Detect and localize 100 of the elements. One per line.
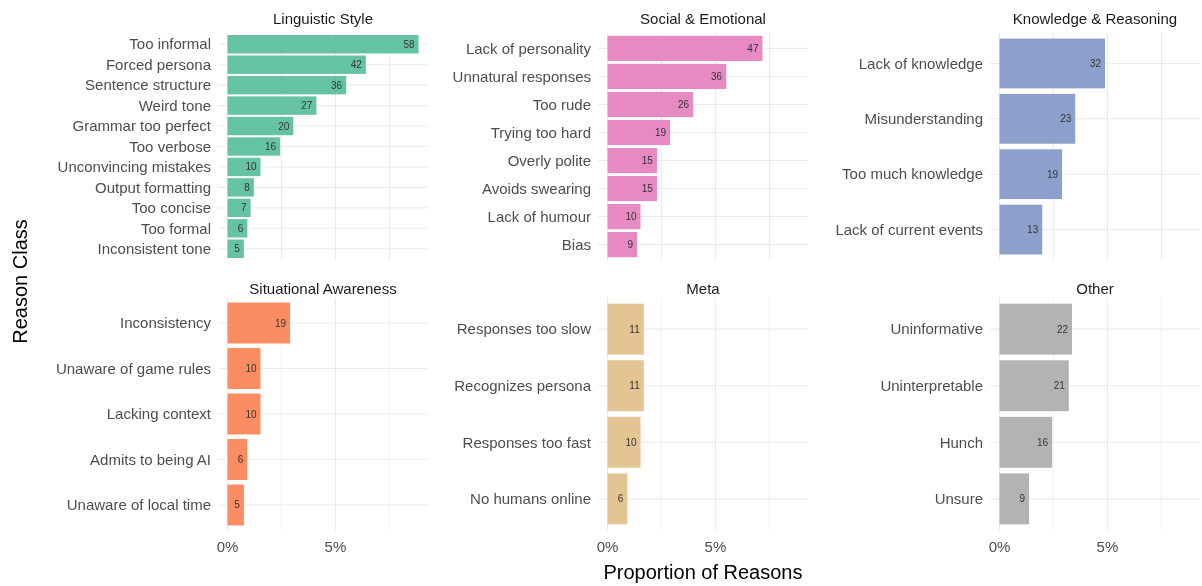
x-tick-label: 0% <box>988 538 1011 555</box>
y-axis-title: Reason Class <box>9 219 31 344</box>
x-tick-label: 0% <box>596 538 619 555</box>
bar <box>227 198 251 218</box>
annotation: 5 <box>234 499 241 511</box>
bar <box>607 35 763 62</box>
bar <box>227 239 244 258</box>
y-tick-label: Hunch <box>939 433 983 451</box>
annotation: 26 <box>678 98 690 110</box>
chart-title: Linguistic Style <box>272 10 374 27</box>
bar <box>999 416 1053 468</box>
y-tick-label: Uninterpretable <box>880 376 983 394</box>
annotation: 22 <box>1056 323 1069 335</box>
bar <box>227 219 248 238</box>
bar <box>227 178 254 197</box>
x-tick-label: 5% <box>324 538 347 555</box>
bar <box>227 35 419 54</box>
bar <box>227 393 261 435</box>
annotation: 20 <box>278 120 290 132</box>
bar <box>227 348 261 389</box>
y-tick-label: Grammar too perfect <box>72 117 212 135</box>
bar <box>999 473 1030 525</box>
annotation: 10 <box>245 363 257 375</box>
bar <box>607 360 644 412</box>
bar <box>227 96 317 115</box>
bar <box>607 63 727 90</box>
bar <box>607 91 694 118</box>
bar <box>227 484 244 526</box>
annotation: 42 <box>350 59 363 71</box>
bar <box>227 157 261 177</box>
bar <box>607 203 641 230</box>
y-tick-label: Bias <box>561 235 591 253</box>
annotation: 36 <box>331 79 343 91</box>
y-tick-label: Unconvincing mistakes <box>57 158 211 176</box>
chart-title: Meta <box>686 280 721 297</box>
y-tick-label: Too verbose <box>129 137 211 155</box>
chart-title: Knowledge & Reasoning <box>1012 10 1178 27</box>
annotation: 15 <box>641 155 654 167</box>
y-tick-label: Overly polite <box>507 151 591 169</box>
annotation: 11 <box>629 380 641 392</box>
bar <box>227 439 248 480</box>
annotation: 19 <box>654 126 667 138</box>
chart-title: Situational Awareness <box>249 280 397 297</box>
y-tick-label: Unaware of game rules <box>55 359 211 377</box>
x-tick-label: 5% <box>704 538 727 555</box>
y-tick-label: Lack of knowledge <box>858 54 983 72</box>
annotation: 13 <box>1027 224 1039 236</box>
bar <box>999 38 1106 89</box>
y-tick-label: Uninformative <box>890 320 983 338</box>
bar <box>999 360 1069 412</box>
y-tick-label: No humans online <box>470 490 591 508</box>
chart-title: Social & Emotional <box>640 10 766 27</box>
annotation: 15 <box>641 183 654 195</box>
y-tick-label: Responses too slow <box>456 320 592 338</box>
y-tick-label: Responses too fast <box>462 433 592 451</box>
annotation: 36 <box>711 70 723 82</box>
y-tick-label: Output formatting <box>95 178 211 196</box>
y-tick-label: Trying too hard <box>490 123 591 141</box>
annotation: 10 <box>625 436 637 448</box>
y-tick-label: Lack of humour <box>487 207 591 225</box>
y-tick-label: Lacking context <box>106 405 212 423</box>
y-tick-label: Sentence structure <box>85 76 211 94</box>
bar <box>607 119 671 146</box>
y-tick-label: Unnatural responses <box>452 67 591 85</box>
bar <box>999 303 1073 355</box>
annotation: 19 <box>1046 168 1059 180</box>
bar <box>227 137 281 156</box>
y-tick-label: Forced persona <box>105 55 212 73</box>
y-tick-label: Avoids swearing <box>482 179 591 197</box>
y-tick-label: Misunderstanding <box>864 110 983 128</box>
annotation: 27 <box>301 100 313 112</box>
bar <box>999 149 1063 200</box>
annotation: 6 <box>237 453 244 465</box>
y-tick-label: Too formal <box>140 219 211 237</box>
bar <box>999 204 1043 255</box>
annotation: 16 <box>265 141 277 152</box>
annotation: 6 <box>617 493 624 505</box>
bar <box>227 75 347 95</box>
y-tick-label: Too much knowledge <box>842 165 983 183</box>
bar <box>227 55 366 74</box>
x-tick-label: 0% <box>216 538 239 555</box>
annotation: 5 <box>234 243 241 255</box>
annotation: 9 <box>627 239 634 251</box>
y-tick-label: Inconsistency <box>120 314 212 332</box>
y-tick-label: Unsure <box>934 490 983 508</box>
annotation: 58 <box>403 38 415 50</box>
annotation: 21 <box>1053 380 1066 392</box>
chart-title: Other <box>1076 280 1114 297</box>
bar <box>607 473 628 525</box>
annotation: 10 <box>245 161 257 173</box>
annotation: 7 <box>241 202 248 214</box>
annotation: 19 <box>274 317 287 329</box>
y-tick-label: Lack of personality <box>465 39 592 57</box>
bar <box>607 175 657 202</box>
bar <box>607 416 641 468</box>
annotation: 23 <box>1060 113 1072 125</box>
bar <box>227 116 294 136</box>
y-tick-label: Too rude <box>532 95 591 113</box>
annotation: 16 <box>1037 436 1049 448</box>
bar <box>227 302 291 344</box>
